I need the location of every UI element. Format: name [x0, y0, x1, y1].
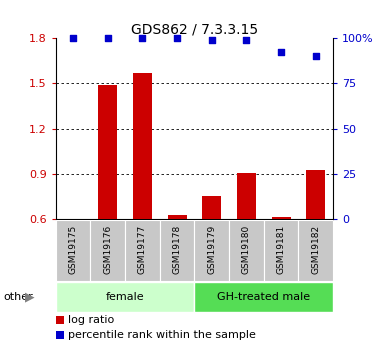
Bar [98, 86, 117, 219]
Bar [298, 220, 333, 281]
Point [278, 50, 284, 55]
Text: percentile rank within the sample: percentile rank within the sample [68, 330, 256, 340]
Bar [237, 173, 256, 219]
Bar [56, 282, 194, 312]
Text: GSM19177: GSM19177 [138, 225, 147, 274]
Point [174, 35, 180, 41]
Point [70, 35, 76, 41]
Bar [194, 220, 229, 281]
Point [105, 35, 111, 41]
Text: log ratio: log ratio [68, 315, 114, 325]
Bar [229, 220, 264, 281]
Point [209, 37, 215, 42]
Text: GSM19181: GSM19181 [276, 225, 286, 274]
Bar [271, 217, 291, 219]
Bar [56, 220, 90, 281]
Bar [125, 220, 160, 281]
Bar [133, 73, 152, 219]
Text: GSM19178: GSM19178 [172, 225, 182, 274]
Text: other: other [4, 292, 33, 302]
Text: female: female [106, 292, 144, 302]
Point [243, 37, 249, 42]
Text: ▶: ▶ [25, 290, 35, 304]
Bar [264, 220, 298, 281]
Bar [194, 282, 333, 312]
Text: GSM19175: GSM19175 [69, 225, 78, 274]
Title: GDS862 / 7.3.3.15: GDS862 / 7.3.3.15 [131, 23, 258, 37]
Bar [160, 220, 194, 281]
Bar [202, 196, 221, 219]
Text: GSM19182: GSM19182 [311, 225, 320, 274]
Text: GSM19176: GSM19176 [103, 225, 112, 274]
Bar [306, 170, 325, 219]
Bar [90, 220, 125, 281]
Point [139, 35, 146, 41]
Text: GSM19179: GSM19179 [207, 225, 216, 274]
Text: GSM19180: GSM19180 [242, 225, 251, 274]
Text: GH-treated male: GH-treated male [217, 292, 310, 302]
Point [313, 53, 319, 59]
Bar [167, 215, 187, 219]
